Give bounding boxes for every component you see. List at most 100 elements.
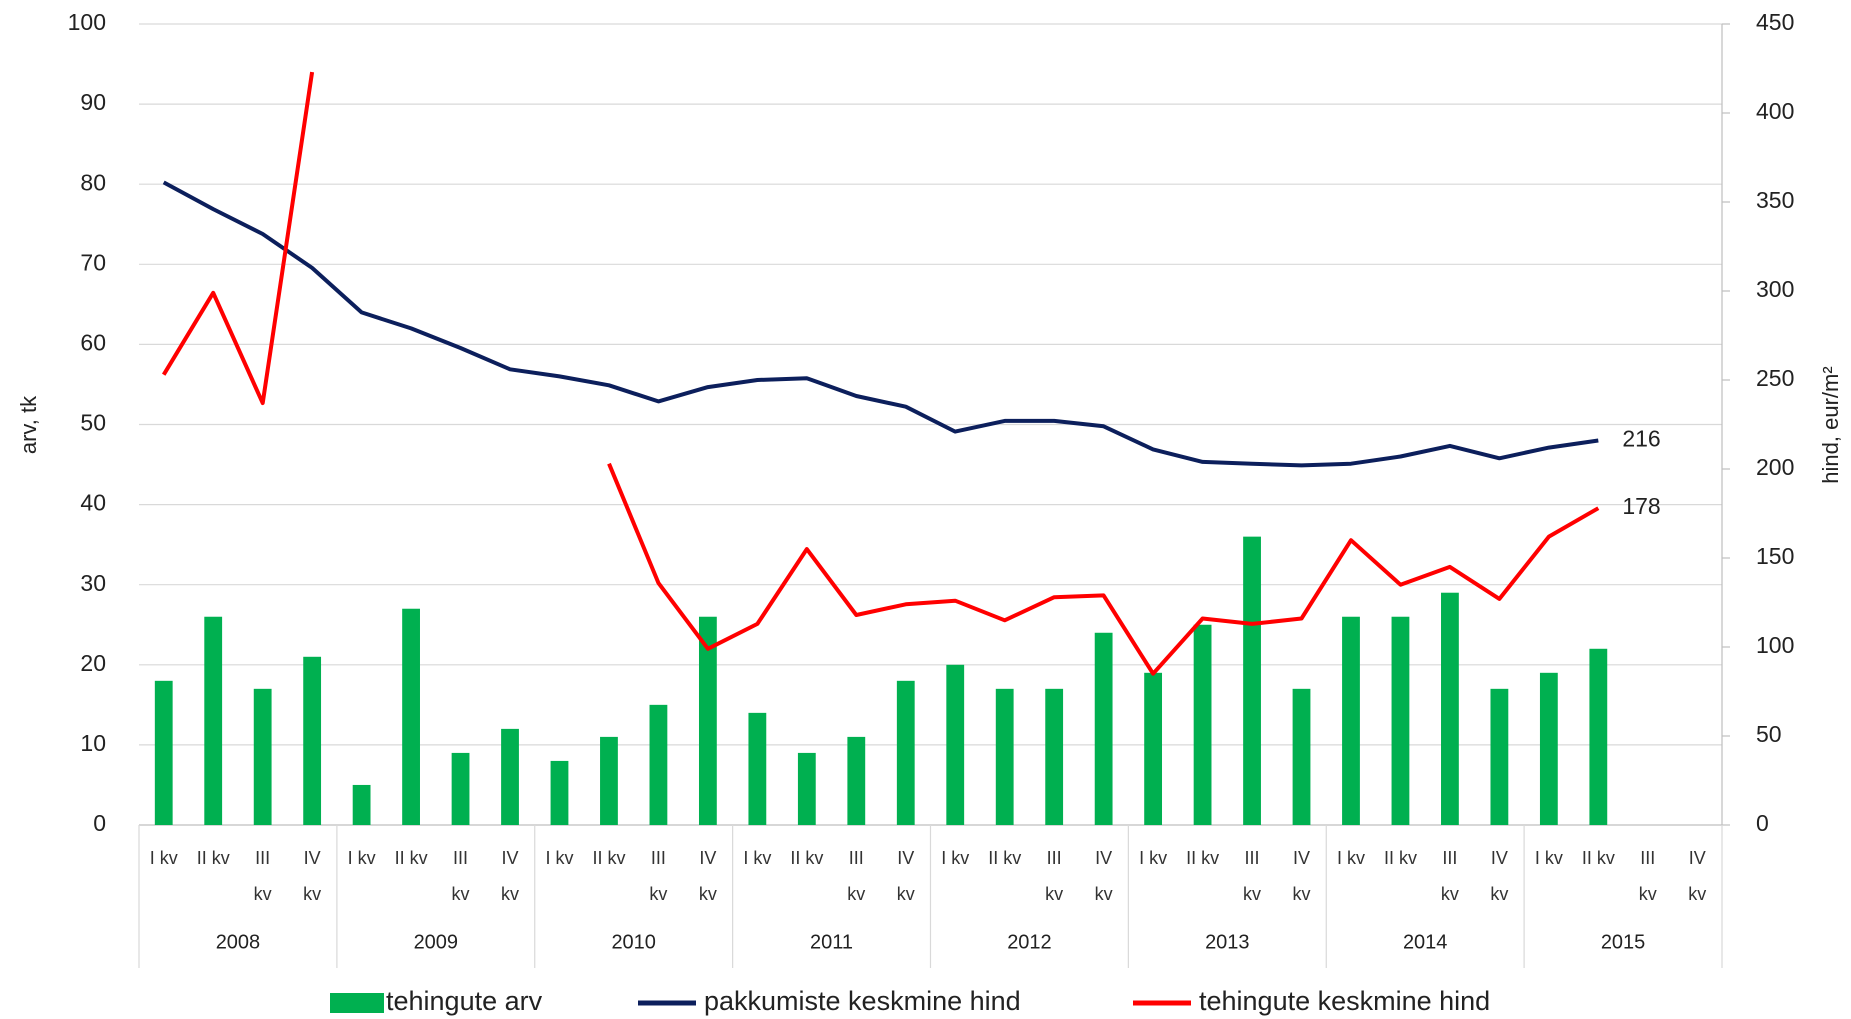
bar xyxy=(1095,633,1113,825)
x-tick-label: III kv xyxy=(1630,840,1666,912)
x-tick-label: III kv xyxy=(1036,840,1072,912)
x-tick-label: II kv xyxy=(789,840,825,876)
y2-tick-label: 250 xyxy=(1756,365,1794,391)
y2-tick-label: 150 xyxy=(1756,543,1794,569)
y2-tick-label: 300 xyxy=(1756,276,1794,302)
bar xyxy=(254,689,272,825)
x-group-label: 2013 xyxy=(1205,931,1250,953)
line xyxy=(164,72,1599,674)
x-tick-label: III kv xyxy=(640,840,676,912)
bar xyxy=(303,657,321,825)
x-tick-label: II kv xyxy=(1382,840,1418,876)
bar xyxy=(501,729,519,825)
x-group-label: 2008 xyxy=(216,931,261,953)
bar xyxy=(897,681,915,825)
y-tick-label: 100 xyxy=(68,9,106,35)
x-tick-label: II kv xyxy=(195,840,231,876)
x-tick-label: I kv xyxy=(1333,840,1369,876)
y2-tick-label: 200 xyxy=(1756,454,1794,480)
x-group-label: 2010 xyxy=(611,931,656,953)
bar xyxy=(798,753,816,825)
x-tick-label: II kv xyxy=(393,840,429,876)
bar xyxy=(748,713,766,825)
legend-label: tehingute arv xyxy=(386,986,543,1016)
x-tick-label: IV kv xyxy=(888,840,924,912)
x-tick-label: IV kv xyxy=(1086,840,1122,912)
x-tick-label: I kv xyxy=(541,840,577,876)
x-group-label: 2009 xyxy=(414,931,459,953)
bar xyxy=(155,681,173,825)
x-group-label: 2012 xyxy=(1007,931,1052,953)
chart-page: arv, tk hind, eur/m² 0 10 20 30 40 50 60 70 80 90… xyxy=(0,0,1851,1019)
bar xyxy=(1589,649,1607,825)
y-tick-label: 50 xyxy=(80,410,106,436)
y2-tick-label: 0 xyxy=(1756,810,1769,836)
bar xyxy=(1540,673,1558,825)
x-tick-label: II kv xyxy=(987,840,1023,876)
y2-tick-label: 400 xyxy=(1756,98,1794,124)
bar xyxy=(1144,673,1162,825)
y-tick-label: 10 xyxy=(80,730,106,756)
x-tick-label: IV kv xyxy=(1284,840,1320,912)
bar xyxy=(551,761,569,825)
bar xyxy=(1243,537,1261,825)
x-tick-label: III kv xyxy=(443,840,479,912)
bar xyxy=(1293,689,1311,825)
bar xyxy=(600,737,618,825)
bar xyxy=(847,737,865,825)
bar xyxy=(1045,689,1063,825)
x-tick-label: III kv xyxy=(245,840,281,912)
bar xyxy=(353,785,371,825)
y-tick-label: 70 xyxy=(80,249,106,275)
x-tick-label: I kv xyxy=(146,840,182,876)
y-axis-title: arv, tk xyxy=(16,395,41,454)
x-tick-label: IV kv xyxy=(690,840,726,912)
y-tick-label: 0 xyxy=(93,810,106,836)
bar xyxy=(402,609,420,825)
x-tick-label: IV kv xyxy=(492,840,528,912)
x-tick-label: II kv xyxy=(1185,840,1221,876)
x-tick-label: I kv xyxy=(344,840,380,876)
y-tick-label: 30 xyxy=(80,570,106,596)
y-tick-label: 80 xyxy=(80,169,106,195)
x-tick-label: IV kv xyxy=(1679,840,1715,912)
legend-swatch xyxy=(330,993,384,1013)
bar xyxy=(996,689,1014,825)
data-label: 216 xyxy=(1622,426,1660,452)
y2-tick-label: 100 xyxy=(1756,632,1794,658)
y-tick-label: 60 xyxy=(80,329,106,355)
bar xyxy=(452,753,470,825)
legend-label: tehingute keskmine hind xyxy=(1199,986,1490,1016)
y-tick-label: 90 xyxy=(80,89,106,115)
bar xyxy=(1441,593,1459,825)
x-tick-label: IV kv xyxy=(1481,840,1517,912)
x-tick-label: III kv xyxy=(1432,840,1468,912)
y2-tick-label: 450 xyxy=(1756,9,1794,35)
y-tick-label: 40 xyxy=(80,490,106,516)
bar xyxy=(1342,617,1360,825)
x-tick-label: III kv xyxy=(1234,840,1270,912)
x-tick-label: I kv xyxy=(1135,840,1171,876)
bar xyxy=(204,617,222,825)
y2-tick-label: 50 xyxy=(1756,721,1782,747)
x-group-label: 2015 xyxy=(1601,931,1646,953)
x-group-label: 2014 xyxy=(1403,931,1448,953)
x-tick-label: III kv xyxy=(838,840,874,912)
legend-label: pakkumiste keskmine hind xyxy=(704,986,1021,1016)
line xyxy=(164,182,1599,465)
x-group-label: 2011 xyxy=(810,931,853,953)
bar xyxy=(1194,625,1212,825)
y-tick-label: 20 xyxy=(80,650,106,676)
x-tick-label: I kv xyxy=(937,840,973,876)
x-tick-label: II kv xyxy=(1580,840,1616,876)
x-tick-label: IV kv xyxy=(294,840,330,912)
bar xyxy=(1392,617,1410,825)
y2-axis-title: hind, eur/m² xyxy=(1818,366,1843,483)
y2-tick-label: 350 xyxy=(1756,187,1794,213)
bar xyxy=(650,705,668,825)
x-tick-label: I kv xyxy=(1531,840,1567,876)
bar xyxy=(946,665,964,825)
bar xyxy=(1490,689,1508,825)
data-label: 178 xyxy=(1622,493,1660,519)
x-tick-label: II kv xyxy=(591,840,627,876)
